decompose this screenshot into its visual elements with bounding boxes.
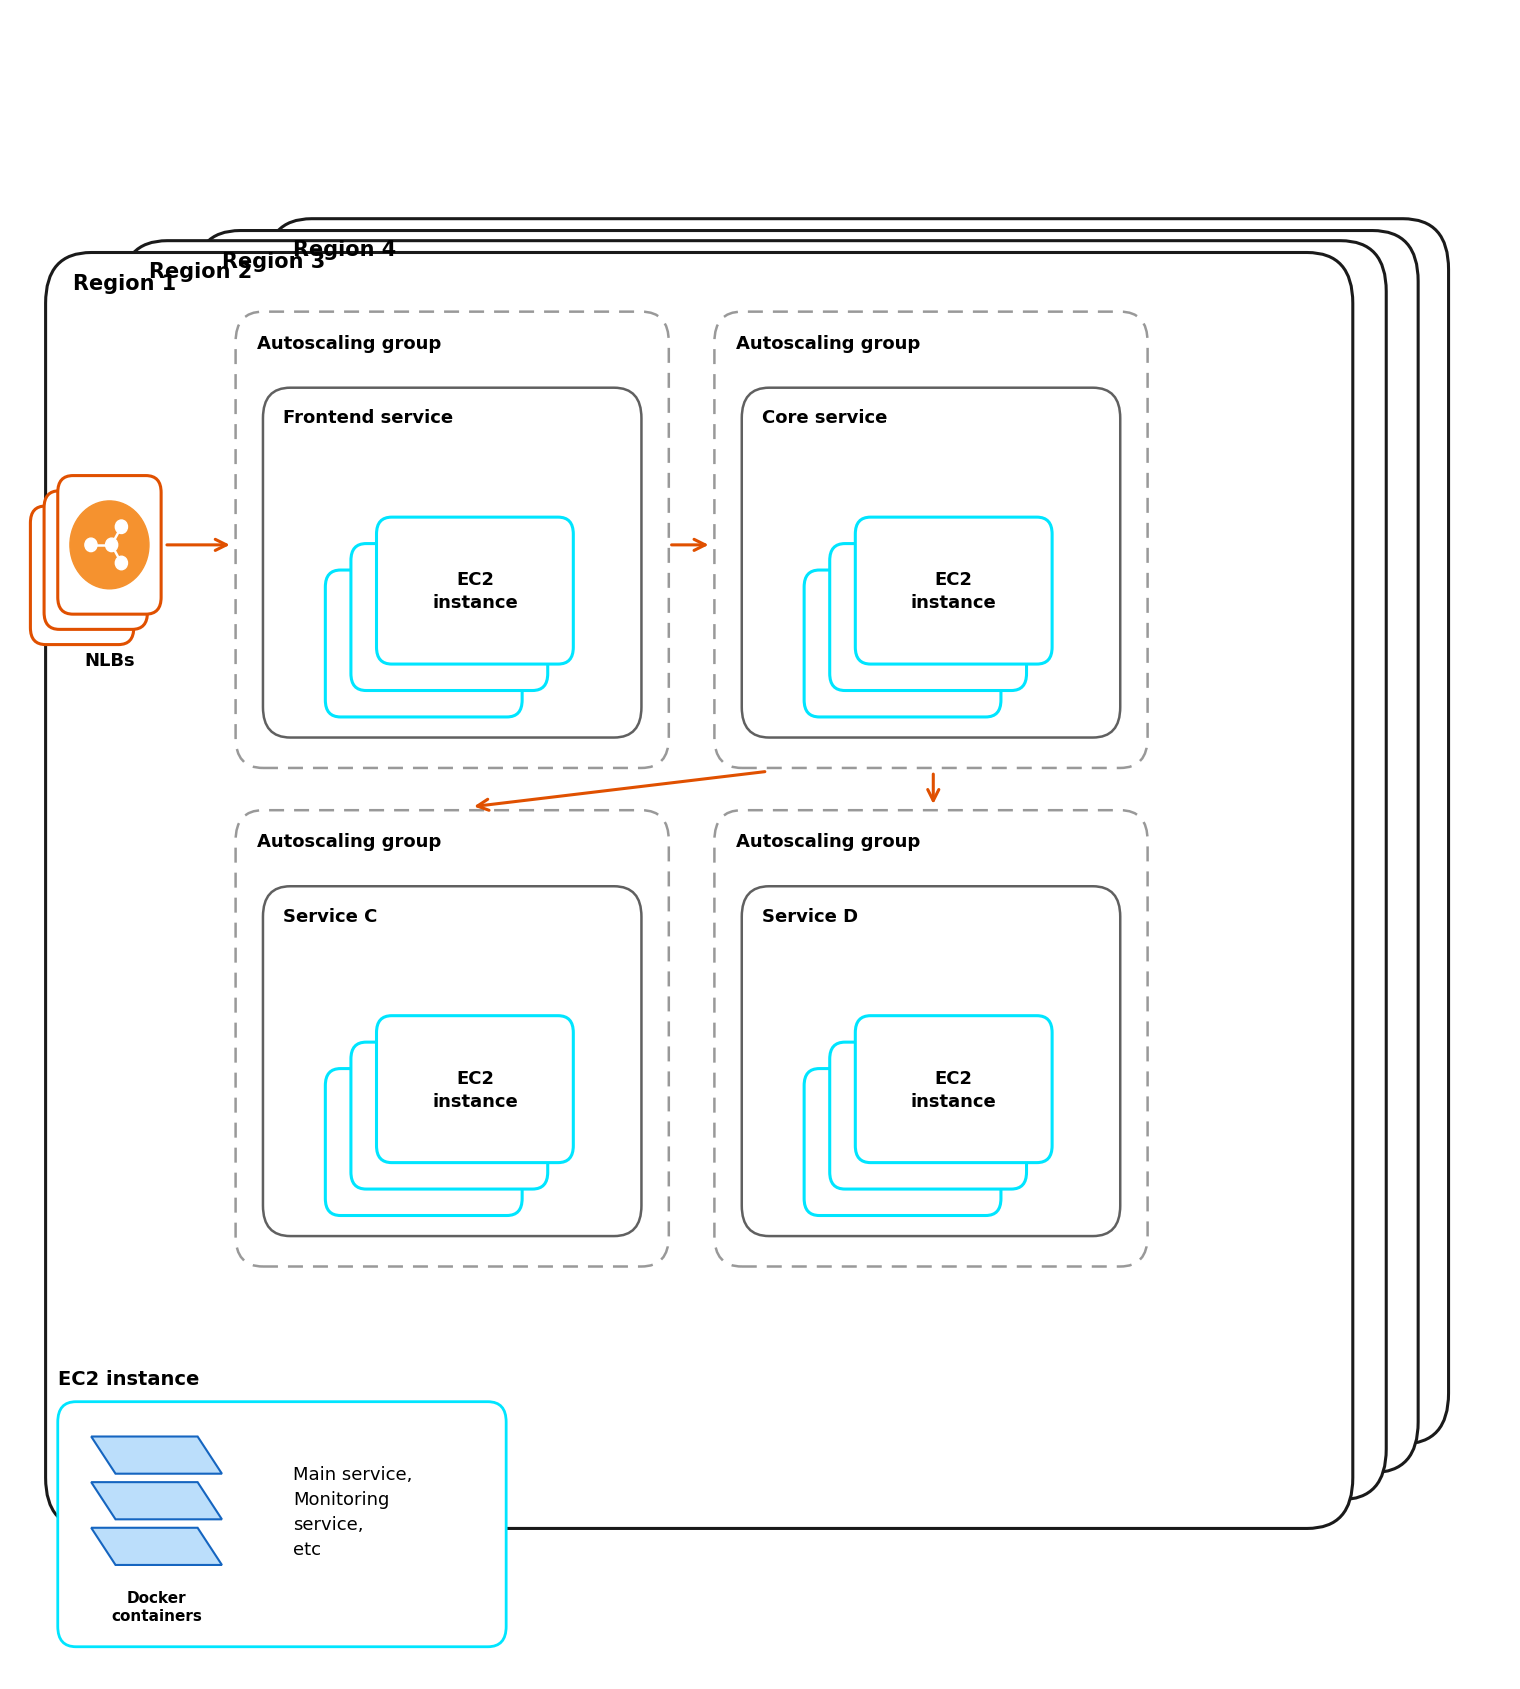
Text: Service C: Service C bbox=[283, 907, 377, 926]
Polygon shape bbox=[91, 1483, 222, 1520]
FancyBboxPatch shape bbox=[325, 571, 523, 718]
FancyBboxPatch shape bbox=[236, 811, 669, 1267]
Text: Autoscaling group: Autoscaling group bbox=[736, 833, 920, 851]
FancyBboxPatch shape bbox=[30, 507, 134, 645]
Text: Core service: Core service bbox=[762, 409, 886, 427]
Text: Region 4: Region 4 bbox=[293, 240, 397, 260]
FancyBboxPatch shape bbox=[830, 544, 1026, 691]
Circle shape bbox=[70, 502, 149, 589]
Text: Region 3: Region 3 bbox=[222, 252, 325, 272]
FancyBboxPatch shape bbox=[714, 312, 1148, 768]
Text: Autoscaling group: Autoscaling group bbox=[257, 833, 441, 851]
FancyBboxPatch shape bbox=[742, 388, 1120, 738]
Text: EC2
instance: EC2 instance bbox=[910, 571, 997, 611]
FancyBboxPatch shape bbox=[195, 231, 1418, 1473]
FancyBboxPatch shape bbox=[58, 476, 161, 615]
FancyBboxPatch shape bbox=[804, 571, 1002, 718]
FancyBboxPatch shape bbox=[856, 1017, 1052, 1164]
FancyBboxPatch shape bbox=[263, 388, 641, 738]
Text: Docker
containers: Docker containers bbox=[111, 1589, 202, 1623]
FancyBboxPatch shape bbox=[58, 1402, 506, 1647]
Circle shape bbox=[105, 539, 117, 552]
FancyBboxPatch shape bbox=[236, 312, 669, 768]
Polygon shape bbox=[91, 1529, 222, 1566]
Circle shape bbox=[85, 539, 97, 552]
FancyBboxPatch shape bbox=[804, 1069, 1002, 1216]
FancyBboxPatch shape bbox=[46, 253, 1353, 1529]
Polygon shape bbox=[91, 1437, 222, 1474]
FancyBboxPatch shape bbox=[856, 519, 1052, 665]
Circle shape bbox=[116, 520, 128, 534]
Text: Region 2: Region 2 bbox=[149, 262, 252, 282]
Text: Region 1: Region 1 bbox=[73, 274, 176, 294]
Text: Autoscaling group: Autoscaling group bbox=[257, 334, 441, 353]
Text: Autoscaling group: Autoscaling group bbox=[736, 334, 920, 353]
FancyBboxPatch shape bbox=[351, 1042, 547, 1189]
Text: NLBs: NLBs bbox=[84, 652, 135, 671]
Text: Frontend service: Frontend service bbox=[283, 409, 453, 427]
Text: EC2
instance: EC2 instance bbox=[432, 1069, 518, 1110]
FancyBboxPatch shape bbox=[351, 544, 547, 691]
FancyBboxPatch shape bbox=[325, 1069, 523, 1216]
FancyBboxPatch shape bbox=[44, 491, 147, 630]
Text: EC2
instance: EC2 instance bbox=[432, 571, 518, 611]
Text: Main service,
Monitoring
service,
etc: Main service, Monitoring service, etc bbox=[293, 1466, 413, 1559]
Circle shape bbox=[116, 557, 128, 571]
FancyBboxPatch shape bbox=[742, 887, 1120, 1236]
Text: EC2 instance: EC2 instance bbox=[58, 1370, 199, 1388]
FancyBboxPatch shape bbox=[266, 220, 1449, 1444]
Text: Service D: Service D bbox=[762, 907, 857, 926]
FancyBboxPatch shape bbox=[830, 1042, 1026, 1189]
FancyBboxPatch shape bbox=[122, 242, 1386, 1500]
FancyBboxPatch shape bbox=[377, 1017, 573, 1164]
FancyBboxPatch shape bbox=[263, 887, 641, 1236]
Text: EC2
instance: EC2 instance bbox=[910, 1069, 997, 1110]
FancyBboxPatch shape bbox=[714, 811, 1148, 1267]
FancyBboxPatch shape bbox=[377, 519, 573, 665]
